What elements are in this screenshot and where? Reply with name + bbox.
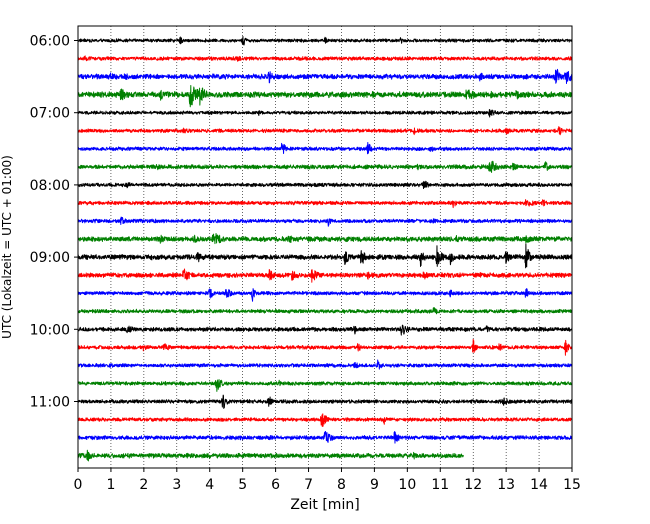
trace-rows: [77, 36, 573, 462]
y-tick-label: 10:00: [30, 322, 70, 338]
x-axis-label: Zeit [min]: [290, 497, 359, 513]
trace-row-0600: [77, 36, 573, 46]
trace-row-1145: [77, 449, 464, 462]
x-tick-label: 0: [74, 477, 83, 493]
trace-row-1030: [77, 359, 573, 370]
trace-row-1045: [77, 379, 573, 392]
x-tick-label: 2: [139, 477, 148, 493]
trace-row-0915: [77, 268, 573, 283]
trace-row-1100: [77, 394, 573, 409]
x-tick-label: 4: [205, 477, 214, 493]
trace-row-0715: [77, 126, 573, 136]
x-axis-ticks: 0 1 2 3 4 5 6 7 8 9 10 11 12 13 14 15: [74, 468, 581, 493]
trace-row-0945: [77, 307, 573, 315]
trace-row-0800: [77, 180, 573, 190]
y-axis-ticks: 06:00 07:00 08:00 09:00 10:00 11:00: [30, 34, 78, 411]
x-tick-label: 13: [497, 477, 515, 493]
plot-frame: [77, 25, 573, 469]
trace-row-0845: [77, 233, 573, 245]
x-tick-label: 14: [530, 477, 548, 493]
y-axis-label: UTC (Lokalzeit = UTC + 01:00): [0, 155, 14, 339]
y-tick-label: 09:00: [30, 250, 70, 266]
x-tick-label: 3: [172, 477, 181, 493]
y-tick-label: 06:00: [30, 34, 70, 50]
y-tick-label: 11:00: [30, 395, 70, 411]
trace-row-1015: [77, 338, 573, 356]
trace-row-1000: [77, 324, 573, 336]
trace-row-0830: [77, 216, 573, 227]
trace-row-1115: [77, 413, 573, 427]
x-tick-label: 12: [464, 477, 482, 493]
trace-row-0930: [77, 288, 573, 302]
trace-row-0745: [77, 160, 573, 173]
trace-row-0645: [77, 84, 573, 108]
x-tick-label: 1: [106, 477, 115, 493]
y-tick-label: 08:00: [30, 178, 70, 194]
trace-row-0615: [77, 55, 573, 62]
trace-row-0815: [77, 199, 573, 209]
trace-row-1130: [77, 430, 573, 444]
x-tick-label: 15: [563, 477, 581, 493]
y-tick-label: 07:00: [30, 106, 70, 122]
x-tick-label: 8: [337, 477, 346, 493]
x-tick-label: 11: [431, 477, 449, 493]
trace-row-0730: [77, 141, 573, 155]
x-tick-label: 10: [398, 477, 416, 493]
x-tick-label: 7: [304, 477, 313, 493]
trace-row-0900: [77, 243, 573, 269]
x-tick-label: 5: [238, 477, 247, 493]
x-tick-label: 9: [370, 477, 379, 493]
trace-row-0700: [77, 108, 573, 118]
x-tick-label: 6: [271, 477, 280, 493]
trace-row-0630: [77, 68, 573, 84]
